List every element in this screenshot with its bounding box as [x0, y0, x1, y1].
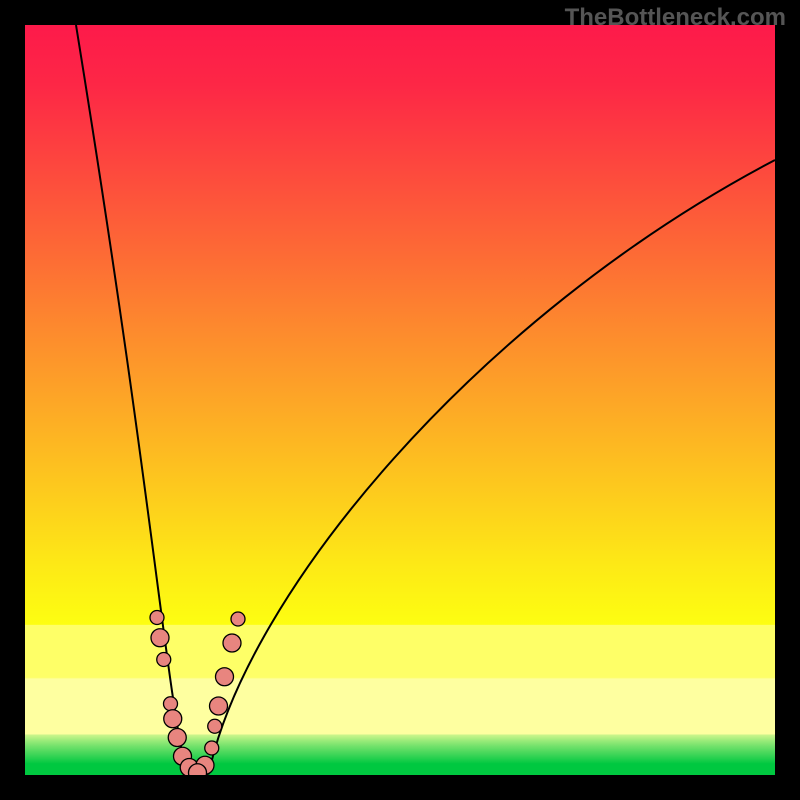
data-marker [151, 629, 169, 647]
data-marker [231, 612, 245, 626]
data-marker [223, 634, 241, 652]
data-marker [216, 668, 234, 686]
watermark-text: TheBottleneck.com [565, 4, 786, 32]
data-marker [168, 729, 186, 747]
gradient-background [25, 25, 775, 775]
data-marker [150, 611, 164, 625]
chart-frame: TheBottleneck.com [0, 0, 800, 800]
data-marker [164, 710, 182, 728]
chart-svg [25, 25, 775, 775]
data-marker [210, 697, 228, 715]
plot-area [25, 25, 775, 775]
data-marker [205, 741, 219, 755]
data-marker [164, 697, 178, 711]
data-marker [157, 653, 171, 667]
data-marker [208, 719, 222, 733]
